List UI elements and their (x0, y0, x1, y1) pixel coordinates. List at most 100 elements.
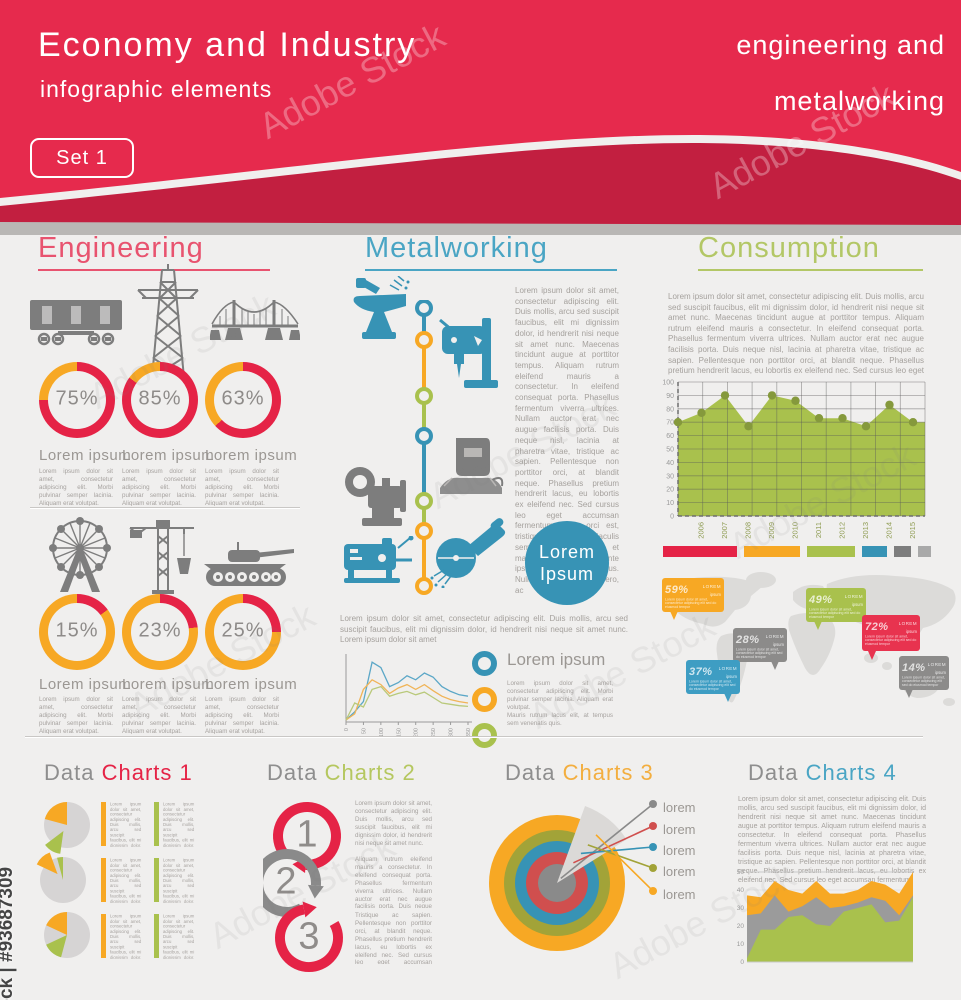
svg-text:40: 40 (737, 887, 745, 894)
donut-hole (214, 603, 272, 661)
donut-value: 85% (138, 387, 182, 410)
set-badge-label: Set 1 (56, 146, 108, 169)
step-number-1: 1 (296, 813, 318, 856)
svg-text:0: 0 (740, 959, 744, 966)
circle-line2: Ipsum (539, 564, 595, 584)
ferris-wheel-icon (49, 517, 111, 592)
donut-chart-23: 23% (122, 594, 198, 670)
step-number-3: 3 (298, 915, 320, 958)
svg-text:60: 60 (666, 433, 674, 440)
donut-heading: Lorem ipsum (122, 447, 215, 464)
callout-note: Lorem ipsum dolor sit amet, consectetur … (665, 598, 717, 609)
map-callout-australia: 14% LOREM ipsum Lorem ipsum dolor sit am… (899, 656, 949, 698)
page-subtitle: infographic elements (40, 76, 273, 102)
step-paragraph-1: Lorem ipsum dolor sit amet, consectetur … (355, 800, 432, 847)
consumption-underline (698, 269, 923, 271)
tower-crane-icon (129, 520, 194, 594)
donut-heading: Lorem ipsum (205, 447, 298, 464)
svg-text:10: 10 (666, 500, 674, 507)
map-callout-north-america: 59% LOREM ipsum Lorem ipsum dolor sit am… (662, 578, 724, 620)
svg-text:70: 70 (666, 420, 674, 427)
donut-caption: Lorem ipsum dolor sit amet, consectetur … (39, 696, 113, 734)
donut-heading: Lorem ipsum (122, 676, 215, 693)
svg-text:2014: 2014 (885, 522, 894, 539)
cell-accent-bar (101, 802, 106, 846)
svg-text:2007: 2007 (720, 522, 729, 539)
map-callout-south-america: 37% LOREM ipsum Lorem ipsum dolor sit am… (686, 660, 740, 702)
ring-label-3: lorem (663, 843, 696, 858)
step-number-2: 2 (275, 860, 297, 903)
donut-value: 63% (221, 387, 265, 410)
step-paragraph-2: Aliquam rutrum eleifend mauris a consect… (355, 856, 432, 908)
engineering-title: Engineering (38, 232, 204, 264)
tank-icon (204, 542, 294, 586)
data-charts-1-title: Data Charts 1 (44, 760, 193, 785)
donut-hole (214, 371, 272, 429)
svg-text:2006: 2006 (697, 522, 706, 539)
legend-bar (744, 546, 800, 557)
suspension-bridge-icon (210, 300, 300, 340)
svg-text:80: 80 (666, 406, 674, 413)
donut-heading: Lorem ipsum (39, 676, 132, 693)
donut-chart-85: 85% (122, 362, 198, 438)
pie-cell-text: Lorem ipsum dolor sit amet, consectetur … (110, 802, 142, 847)
svg-text:20: 20 (666, 487, 674, 494)
donut-chart-63: 63% (205, 362, 281, 438)
header-topic-line1: engineering and (736, 30, 945, 60)
donut-hole (48, 371, 106, 429)
svg-text:2012: 2012 (838, 522, 847, 539)
donut-hole (131, 371, 189, 429)
donut-value: 23% (138, 619, 182, 642)
ring-label-2: lorem (663, 822, 696, 837)
mini-chart-legend-heading: Lorem ipsum (507, 650, 606, 669)
consumption-title: Consumption (698, 232, 880, 264)
donut-value: 15% (55, 619, 99, 642)
milling-machine-icon (344, 536, 414, 583)
map-callout-east-asia: 72% LOREM ipsum Lorem ipsum dolor sit am… (862, 615, 920, 660)
legend-ring-green (472, 723, 497, 748)
map-callout-europe: 49% LOREM ipsum Lorem ipsum dolor sit am… (806, 588, 866, 630)
page-title: Economy and Industry (38, 26, 417, 64)
process-timeline (415, 299, 433, 596)
circle-line1: Lorem (538, 542, 596, 562)
ring-label-4: lorem (663, 864, 696, 879)
stacked-area-chart: 50 40 30 20 10 0 (735, 858, 925, 970)
donut-caption: Lorem ipsum dolor sit amet, consectetur … (122, 696, 196, 734)
donut-heading: Lorem ipsum (205, 676, 298, 693)
svg-text:2015: 2015 (908, 522, 917, 539)
donut-chart-15: 15% (39, 594, 115, 670)
donut-value: 75% (55, 387, 99, 410)
engineering-divider (30, 507, 300, 509)
donut-chart-25: 25% (205, 594, 281, 670)
legend-ring-blue (472, 651, 497, 676)
consumption-legend-bars (663, 546, 943, 557)
drill-press-icon (439, 318, 498, 388)
svg-text:0: 0 (344, 728, 350, 731)
donut-caption: Lorem ipsum dolor sit amet, consectetur … (205, 468, 279, 506)
svg-text:0: 0 (670, 514, 674, 521)
svg-text:2010: 2010 (791, 522, 800, 539)
consumption-area-chart: 0 10 20 30 40 50 60 70 80 90 100 2006 2007 2008 2009 20… (660, 374, 960, 544)
set-badge: Set 1 (30, 138, 134, 178)
svg-text:2011: 2011 (814, 522, 823, 538)
svg-text:250: 250 (431, 728, 437, 737)
donut-caption: Lorem ipsum dolor sit amet, consectetur … (39, 468, 113, 506)
data-charts-3-title: Data Charts 3 (505, 760, 654, 785)
donut-hole (131, 603, 189, 661)
legend-bar (807, 546, 855, 557)
svg-text:40: 40 (666, 460, 674, 467)
engineering-underline (38, 269, 270, 271)
callout-label: LOREM (702, 584, 721, 589)
svg-text:2008: 2008 (744, 522, 753, 539)
svg-text:100: 100 (379, 728, 385, 737)
data-charts-2-title: Data Charts 2 (267, 760, 416, 785)
svg-text:50: 50 (666, 447, 674, 454)
metalworking-bottom-paragraph: Lorem ipsum dolor sit amet, consectetur … (340, 614, 628, 645)
metalworking-underline (365, 269, 617, 271)
consumption-paragraph: Lorem ipsum dolor sit amet, consectetur … (668, 292, 924, 378)
legend-bar (894, 546, 911, 557)
header-topic-line2: metalworking (773, 86, 945, 116)
cell-accent-bar (154, 802, 159, 846)
step-arrows (253, 798, 358, 978)
